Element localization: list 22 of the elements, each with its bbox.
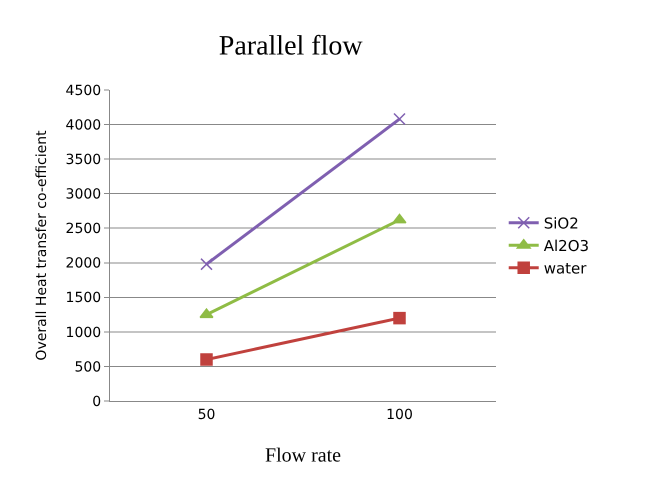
- legend-label: SiO2: [544, 214, 579, 233]
- y-tick-label: 2000: [66, 256, 102, 272]
- y-tick-label: 1500: [66, 290, 102, 306]
- y-tick-label: 3500: [66, 152, 102, 168]
- point: [393, 112, 406, 126]
- legend-label: Al2O3: [544, 237, 590, 256]
- x-tick-label: 50: [198, 406, 216, 423]
- chart-title: Parallel flow: [218, 30, 364, 62]
- point: [200, 258, 213, 270]
- x-tick-label: 100: [386, 406, 413, 423]
- y-tick-label: 1000: [66, 324, 102, 341]
- y-tick-label: 2500: [66, 221, 102, 238]
- y-tick-label: 4500: [66, 82, 102, 99]
- point: [200, 353, 213, 366]
- point: [393, 312, 406, 324]
- x-axis-title: Flow rate: [264, 444, 342, 466]
- y-tick-label: 500: [74, 359, 102, 376]
- legend-label: water: [544, 260, 588, 278]
- y-axis-title: Overall Heat transfer co-efficient: [34, 130, 50, 361]
- y-tick-label: 4000: [66, 117, 102, 134]
- y-tick-label: 0: [92, 394, 102, 410]
- y-tick-label: 3000: [66, 186, 102, 203]
